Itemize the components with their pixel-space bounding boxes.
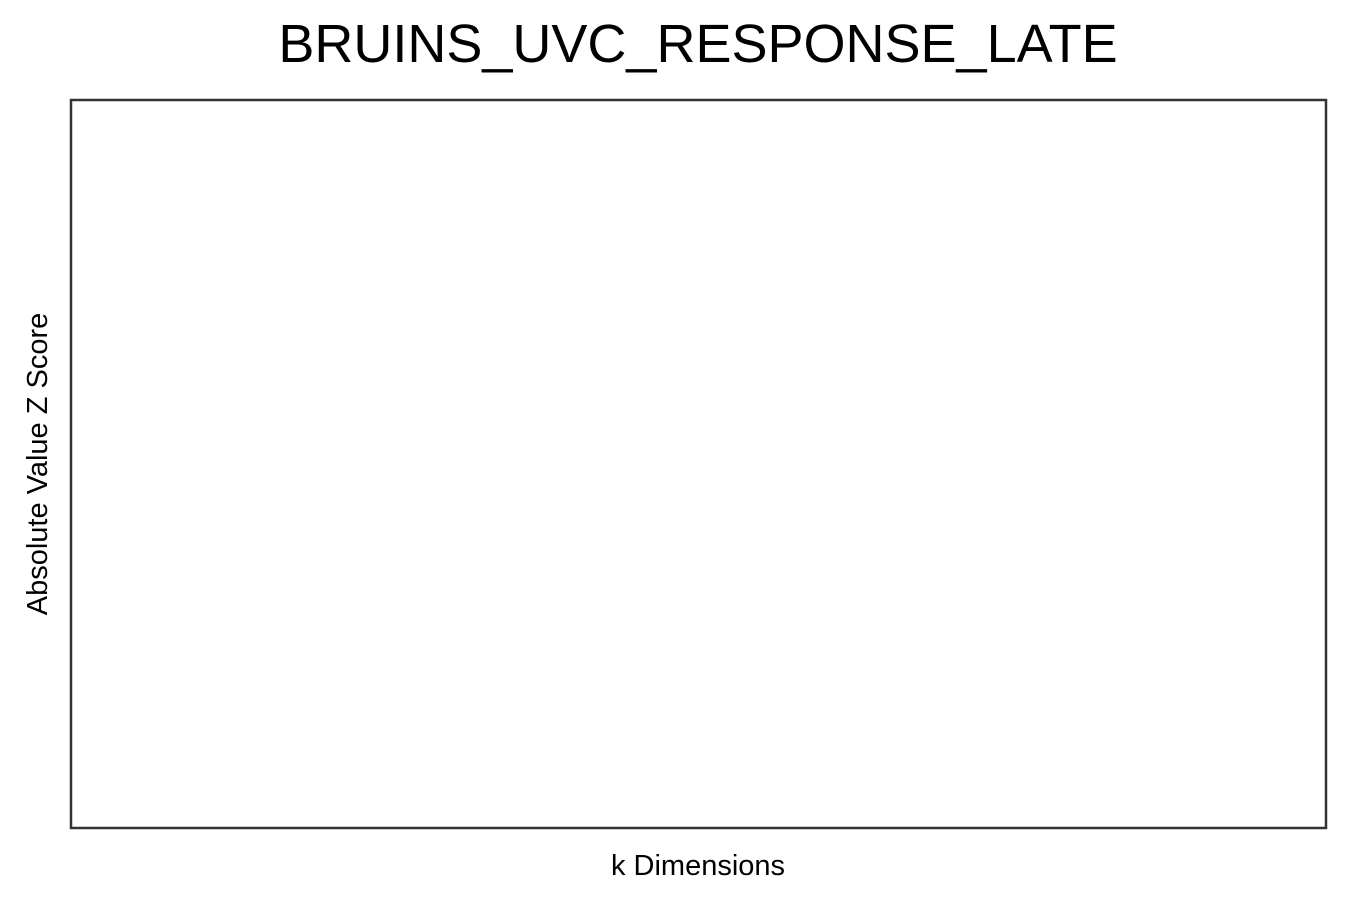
y-axis-label: Absolute Value Z Score	[22, 313, 54, 616]
plot-area	[69, 98, 1328, 830]
chart-title: BRUINS_UVC_RESPONSE_LATE	[278, 14, 1117, 74]
x-axis-label: k Dimensions	[611, 850, 785, 882]
